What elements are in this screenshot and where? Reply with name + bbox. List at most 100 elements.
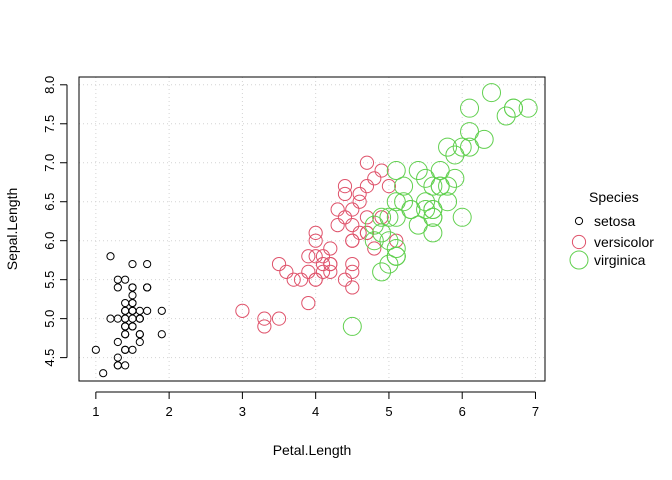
- data-point-virginica: [460, 122, 480, 142]
- data-point-virginica: [401, 200, 421, 220]
- data-point-versicolor: [301, 295, 316, 311]
- legend-label-setosa: setosa: [594, 213, 635, 229]
- data-point-virginica: [445, 145, 465, 165]
- data-point-setosa: [121, 361, 130, 370]
- x-tick-label: 4: [312, 404, 319, 419]
- data-point-virginica: [445, 168, 465, 188]
- data-point-virginica: [386, 161, 406, 181]
- data-point-versicolor: [374, 163, 389, 178]
- legend-title: Species: [589, 189, 639, 205]
- data-point-setosa: [143, 306, 152, 315]
- data-point-virginica: [386, 207, 406, 227]
- data-point-versicolor: [301, 264, 316, 279]
- data-point-setosa: [128, 298, 137, 308]
- data-point-virginica: [342, 316, 362, 336]
- data-point-versicolor: [323, 256, 338, 272]
- legend-marker-versicolor: [571, 234, 587, 250]
- data-point-virginica: [386, 238, 406, 258]
- data-point-virginica: [379, 231, 399, 251]
- data-point-versicolor: [359, 210, 375, 225]
- data-point-virginica: [423, 207, 443, 227]
- data-point-virginica: [394, 192, 414, 212]
- data-point-virginica: [364, 231, 384, 251]
- data-point-virginica: [408, 215, 428, 235]
- data-point-versicolor: [293, 272, 309, 287]
- data-point-virginica: [416, 200, 436, 220]
- y-axis: 4.5 5.0 5.5 6.0 6.5 7.0 7.5 8.0: [42, 76, 68, 367]
- x-axis-label: Petal.Length: [273, 442, 352, 458]
- data-point-setosa: [121, 298, 130, 308]
- data-point-versicolor: [330, 202, 345, 217]
- data-point-virginica: [379, 254, 399, 274]
- data-point-setosa: [113, 275, 122, 284]
- x-tick-label: 3: [239, 404, 246, 419]
- data-point-virginica: [423, 200, 443, 220]
- data-point-setosa: [113, 361, 122, 370]
- data-point-virginica: [408, 161, 428, 181]
- y-tick-label: 5.5: [42, 271, 57, 289]
- data-point-setosa: [135, 314, 144, 323]
- data-point-setosa: [128, 306, 137, 315]
- data-point-versicolor: [323, 241, 338, 256]
- data-point-versicolor: [279, 264, 294, 279]
- data-point-setosa: [113, 337, 122, 347]
- data-point-virginica: [503, 98, 523, 118]
- data-point-virginica: [416, 192, 436, 212]
- data-point-virginica: [482, 83, 502, 103]
- data-point-virginica: [423, 223, 443, 243]
- data-point-setosa: [121, 322, 130, 331]
- data-point-versicolor: [257, 319, 272, 334]
- data-point-versicolor: [301, 249, 316, 264]
- x-tick-label: 2: [166, 404, 173, 419]
- data-point-versicolor: [271, 256, 287, 272]
- data-point-setosa: [128, 291, 137, 300]
- data-point-virginica: [372, 207, 392, 227]
- data-point-virginica: [423, 176, 443, 196]
- y-tick-label: 7.0: [42, 154, 57, 172]
- x-axis: 1 2 3 4 5 6 7: [92, 391, 539, 419]
- data-point-setosa: [91, 345, 100, 354]
- data-point-setosa: [121, 306, 130, 315]
- data-point-setosa: [128, 283, 137, 292]
- data-point-virginica: [496, 106, 516, 126]
- y-tick-label: 4.5: [42, 349, 57, 367]
- data-point-versicolor: [308, 249, 323, 264]
- data-point-setosa: [128, 345, 137, 354]
- data-point-virginica: [518, 98, 538, 118]
- data-point-virginica: [474, 129, 494, 149]
- data-point-virginica: [394, 176, 414, 196]
- data-point-versicolor: [367, 171, 382, 186]
- data-point-setosa: [121, 345, 130, 354]
- data-point-setosa: [121, 314, 130, 323]
- data-point-versicolor: [345, 264, 360, 279]
- y-axis-label: Sepal.Length: [4, 188, 20, 271]
- data-point-versicolor: [345, 233, 360, 248]
- data-point-virginica: [386, 192, 406, 212]
- data-point-setosa: [157, 330, 166, 339]
- data-point-versicolor: [352, 194, 367, 209]
- data-point-versicolor: [359, 225, 375, 240]
- data-point-virginica: [430, 161, 450, 181]
- data-point-versicolor: [345, 280, 360, 295]
- y-tick-label: 6.0: [42, 232, 57, 250]
- data-point-versicolor: [345, 218, 360, 233]
- y-tick-label: 6.5: [42, 193, 57, 211]
- data-point-setosa: [143, 259, 152, 269]
- data-point-versicolor: [337, 272, 353, 287]
- data-point-versicolor: [315, 256, 331, 272]
- data-point-versicolor: [323, 264, 338, 279]
- data-point-versicolor: [359, 179, 375, 194]
- data-point-virginica: [430, 176, 450, 196]
- data-point-virginica: [438, 192, 458, 212]
- legend: Species setosa versicolor virginica: [569, 189, 654, 270]
- data-point-setosa: [106, 252, 115, 261]
- y-tick-label: 5.0: [42, 310, 57, 328]
- data-point-versicolor: [337, 179, 353, 194]
- x-tick-label: 1: [92, 404, 99, 419]
- data-point-versicolor: [345, 256, 360, 272]
- data-point-versicolor: [308, 225, 323, 240]
- x-tick-label: 6: [459, 404, 466, 419]
- data-point-virginica: [386, 246, 406, 266]
- data-point-versicolor: [345, 202, 360, 217]
